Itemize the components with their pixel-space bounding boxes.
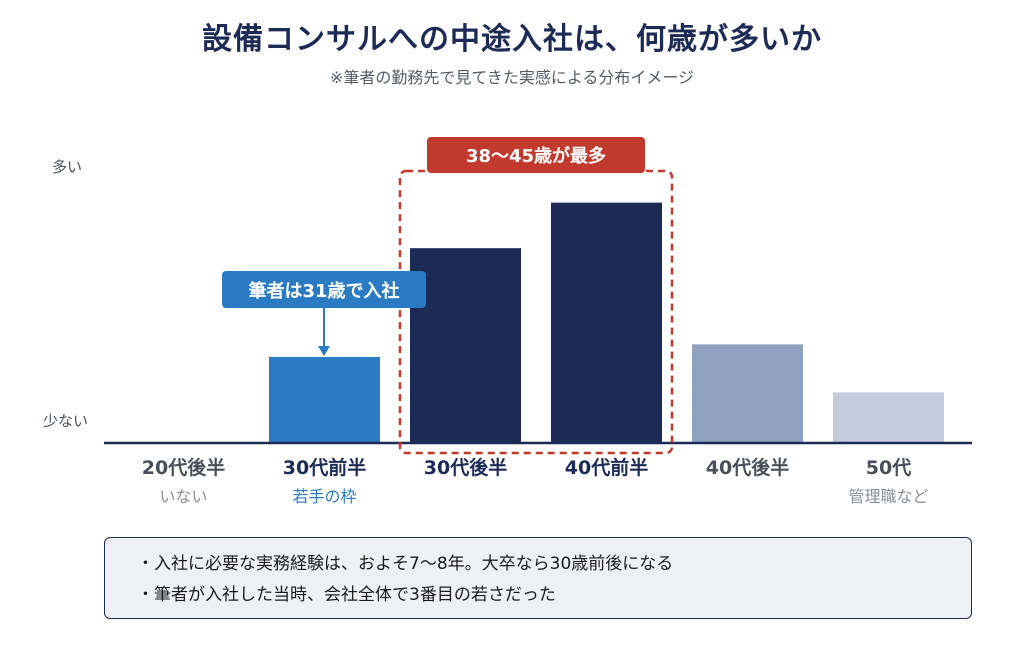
page-title: 設備コンサルへの中途入社は、何歳が多いか	[202, 22, 822, 57]
bar-5	[692, 344, 803, 443]
bar-6	[833, 392, 944, 443]
category-label: 30代前半	[283, 456, 366, 479]
note-line: ・筆者が入社した当時、会社全体で3番目の若さだった	[137, 585, 556, 605]
category-sublabel: 管理職など	[848, 487, 928, 506]
notes-box: ・入社に必要な実務経験は、およそ7〜8年。大卒なら30歳前後になる ・筆者が入社…	[104, 537, 972, 619]
peak-highlight-frame	[398, 169, 674, 455]
bar-4	[551, 202, 662, 443]
note-line: ・入社に必要な実務経験は、およそ7〜8年。大卒なら30歳前後になる	[137, 554, 674, 574]
category-sublabel: 若手の枠	[292, 487, 356, 506]
bar-3	[410, 248, 521, 443]
author-callout-arrow-head	[318, 346, 330, 356]
category-label: 30代後半	[424, 456, 507, 479]
y-label-high: 多い	[52, 158, 82, 176]
bar-2	[269, 356, 380, 443]
page-subtitle: ※筆者の勤務先で見てきた実感による分布イメージ	[329, 68, 695, 87]
category-label: 40代後半	[706, 456, 789, 479]
category-label: 20代後半	[142, 456, 225, 479]
category-label: 50代	[866, 457, 911, 479]
peak-callout-box	[427, 137, 645, 173]
peak-callout-text: 38〜45歳が最多	[466, 145, 606, 167]
category-label: 40代前半	[565, 456, 648, 479]
author-callout-box	[222, 271, 426, 308]
y-label-low: 少ない	[43, 412, 88, 430]
category-sublabel: いない	[159, 487, 207, 506]
author-callout-text: 筆者は31歳で入社	[248, 280, 399, 302]
